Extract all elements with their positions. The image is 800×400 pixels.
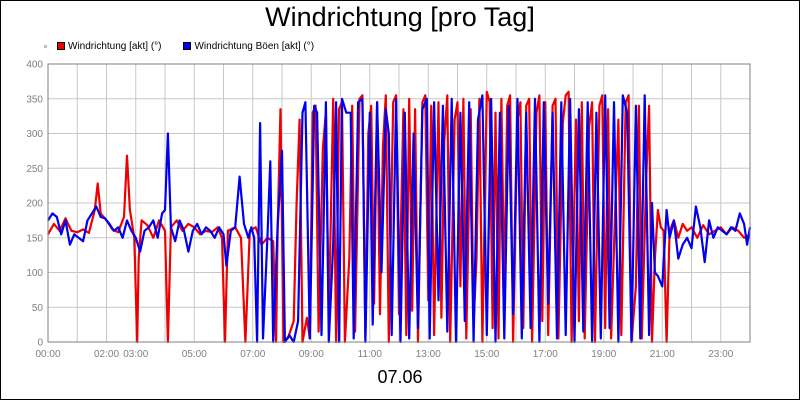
x-tick-label: 19:00 — [591, 349, 616, 360]
chart-legend: Windrichtung [akt] (°) Windrichtung Böen… — [44, 39, 336, 53]
x-tick-label: 09:00 — [299, 349, 324, 360]
legend-item-series-1: Windrichtung [akt] (°) — [57, 41, 161, 52]
y-tick-label: 200 — [26, 199, 43, 210]
y-tick-label: 300 — [26, 129, 43, 140]
x-tick-label: 07:00 — [240, 349, 265, 360]
y-tick-label: 100 — [26, 268, 43, 279]
legend-label-series-1: Windrichtung [akt] (°) — [68, 40, 162, 52]
series-layer — [47, 90, 752, 344]
x-tick-label: 02:00 — [94, 349, 119, 360]
x-tick-label: 15:00 — [474, 349, 499, 360]
series-line-2 — [47, 94, 752, 344]
x-tick-label: 05:00 — [182, 349, 207, 360]
chart-title: Windrichtung [pro Tag] — [265, 2, 535, 32]
x-tick-label: 03:00 — [123, 349, 148, 360]
x-tick-label: 13:00 — [416, 349, 441, 360]
y-tick-label: 50 — [32, 303, 44, 314]
x-axis-label: 07.06 — [377, 367, 423, 387]
y-axis: 0 50 100 150 200 250 300 350 400 — [26, 60, 43, 349]
y-tick-label: 400 — [26, 60, 43, 71]
legend-swatch-series-1 — [57, 42, 65, 50]
x-tick-label: 11:00 — [358, 349, 383, 360]
y-tick-label: 250 — [26, 164, 43, 175]
x-tick-label: 21:00 — [650, 349, 675, 360]
y-tick-label: 350 — [26, 94, 43, 105]
legend-item-series-2: Windrichtung Böen [akt] (°) — [183, 41, 314, 52]
y-tick-label: 0 — [37, 338, 43, 349]
x-axis: 00:00 02:00 03:00 05:00 07:00 09:00 11:00 13:00… — [35, 349, 733, 360]
legend-swatch-series-2 — [183, 42, 192, 50]
plot-border — [47, 63, 751, 343]
y-tick-label: 150 — [26, 233, 43, 244]
x-tick-label: 00:00 — [35, 349, 60, 360]
x-tick-label: 23:00 — [708, 349, 733, 360]
legend-label-series-2: Windrichtung Böen [akt] (°) — [194, 40, 315, 52]
x-tick-label: 17:00 — [533, 349, 558, 360]
legend-marker-icon — [44, 44, 47, 48]
